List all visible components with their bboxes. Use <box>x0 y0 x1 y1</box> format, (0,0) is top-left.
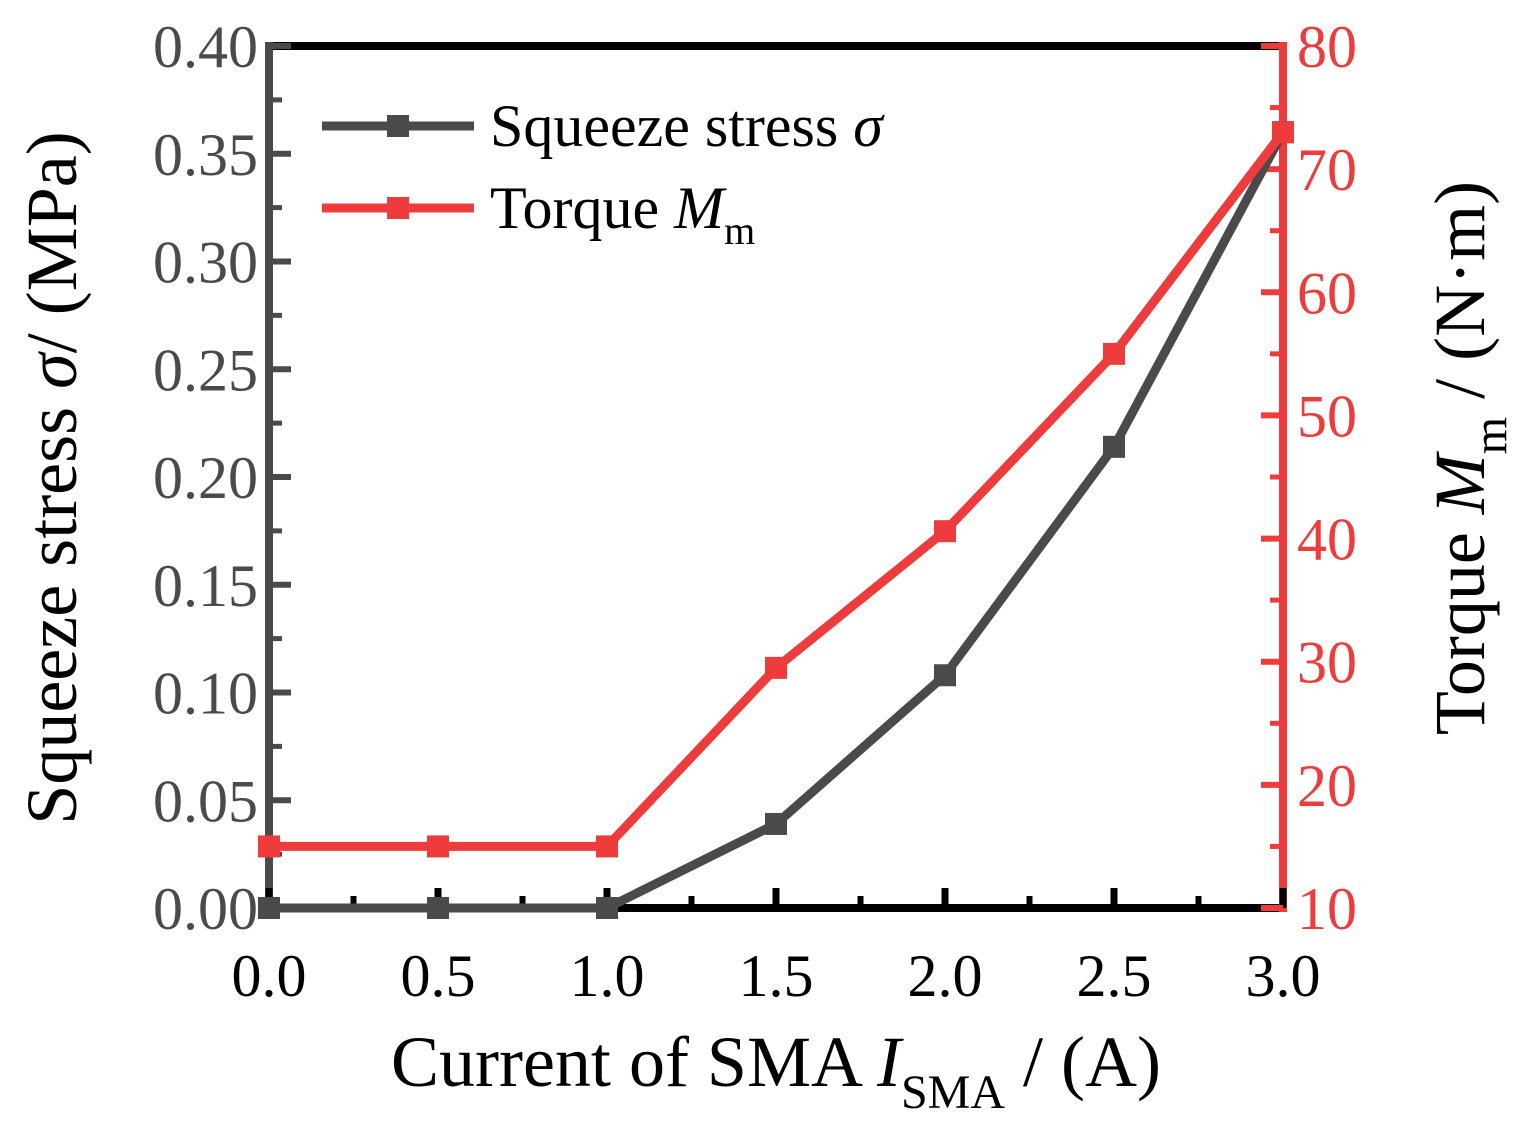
right-y-tick-label: 50 <box>1297 383 1357 449</box>
series-marker <box>1103 435 1125 458</box>
series-marker <box>765 812 787 835</box>
x-axis-title: Current of SMA ISMA / (A) <box>391 1022 1161 1119</box>
left-y-tick-label: 0.05 <box>153 768 258 834</box>
left-y-tick-label: 0.10 <box>153 661 258 727</box>
right-y-tick-label: 40 <box>1297 507 1357 573</box>
x-tick-label: 1.0 <box>570 943 645 1009</box>
legend-marker <box>387 115 409 137</box>
right-y-tick-label: 20 <box>1297 753 1357 819</box>
x-tick-label: 3.0 <box>1246 943 1321 1009</box>
labels-layer: 0.0 0.5 1.0 1.5 2.0 2.5 3.0 0.00 0.05 0.10 0.15 0.2… <box>12 14 1516 1119</box>
x-tick-label: 0.5 <box>401 943 476 1009</box>
right-y-tick-label: 70 <box>1297 137 1357 203</box>
x-tick-label: 1.5 <box>739 943 814 1009</box>
x-tick-label: 0.0 <box>232 943 307 1009</box>
series-line <box>269 129 1287 851</box>
series-marker <box>258 835 280 858</box>
right-y-tick-label: 60 <box>1297 260 1357 326</box>
series-marker <box>934 664 956 687</box>
left-y-tick-label: 0.25 <box>153 337 258 403</box>
series-marker <box>596 835 618 858</box>
x-tick-label: 2.5 <box>1077 943 1152 1009</box>
left-y-tick-label: 0.30 <box>153 230 258 296</box>
x-tick-label: 2.0 <box>908 943 983 1009</box>
right-y-tick-label: 10 <box>1297 876 1357 942</box>
series-marker <box>765 656 787 679</box>
series-marker <box>1103 342 1125 365</box>
series-marker <box>596 897 618 919</box>
left-y-tick-label: 0.35 <box>153 122 258 188</box>
left-y-axis-title: Squeeze stress σ/ (MPa) <box>12 131 92 824</box>
right-y-axis-title: Torque Mm / (N·m) <box>1420 181 1516 735</box>
series-layer <box>258 121 1294 919</box>
right-y-tick-label: 80 <box>1297 14 1357 80</box>
legend-label: Torque Mm <box>490 175 755 253</box>
left-y-tick-label: 0.40 <box>153 14 258 80</box>
series-marker <box>427 897 449 919</box>
legend: Squeeze stress σ Torque Mm <box>322 93 885 253</box>
axes-layer <box>265 42 1287 912</box>
left-y-tick-label: 0.15 <box>153 553 258 619</box>
legend-label: Squeeze stress σ <box>490 93 885 159</box>
left-y-tick-label: 0.00 <box>153 876 258 942</box>
series-marker <box>427 835 449 858</box>
right-y-tick-label: 30 <box>1297 630 1357 696</box>
left-y-tick-label: 0.20 <box>153 445 258 511</box>
series-marker <box>258 897 280 919</box>
series-line <box>269 130 1287 913</box>
series-marker <box>1272 121 1294 144</box>
legend-marker <box>387 197 409 219</box>
series-marker <box>934 520 956 543</box>
